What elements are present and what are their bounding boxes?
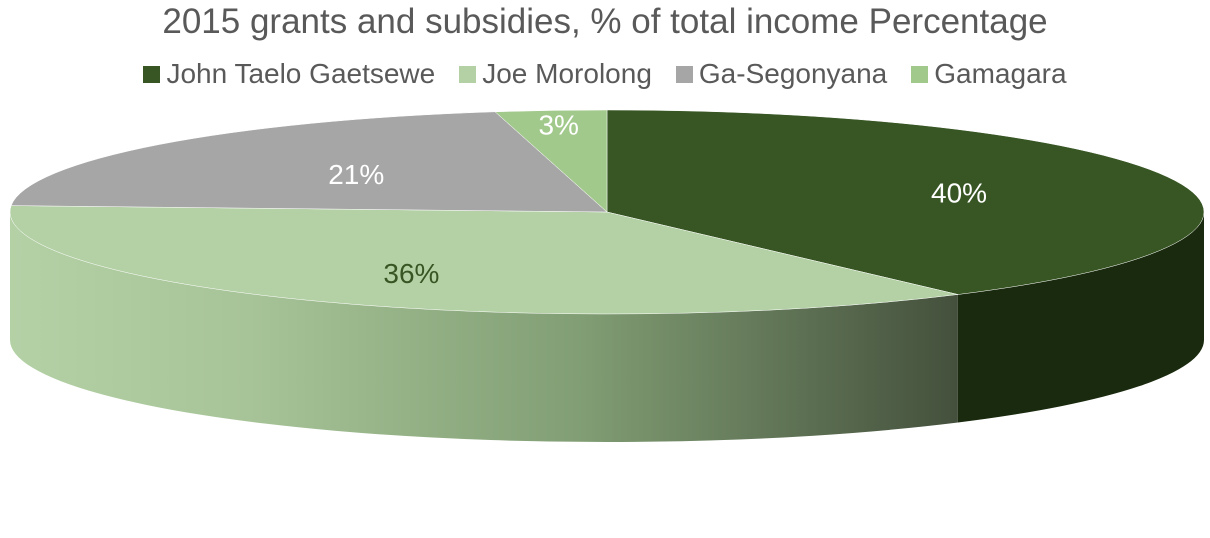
data-label-gamagara: 3%: [538, 110, 578, 141]
legend-item-ga-segonyana: Ga-Segonyana: [675, 58, 888, 90]
slice-john-taelo-gaetsewe: [606, 109, 1205, 295]
data-label-ga-segonyana: 21%: [328, 159, 384, 190]
legend-item-john-taelo-gaetsewe: John Taelo Gaetsewe: [143, 58, 435, 90]
data-label-joe-morolong: 36%: [383, 258, 439, 289]
legend-label: Ga-Segonyana: [698, 58, 888, 89]
legend-swatch: [459, 65, 477, 83]
chart-title: 2015 grants and subsidies, % of total in…: [162, 2, 1048, 41]
slice-joe-morolong: [9, 205, 958, 315]
legend-swatch: [143, 65, 161, 83]
legend-swatch: [911, 65, 929, 83]
pie-data-labels: 40% 36% 21% 3%: [328, 110, 987, 289]
legend-label: Joe Morolong: [482, 58, 652, 89]
pie-top-faces: [9, 109, 1205, 315]
slice-ga-segonyana: [10, 111, 608, 213]
legend-label: John Taelo Gaetsewe: [166, 58, 436, 89]
legend-item-gamagara: Gamagara: [911, 58, 1067, 90]
data-label-john-taelo-gaetsewe: 40%: [931, 177, 987, 208]
legend-item-joe-morolong: Joe Morolong: [459, 58, 652, 90]
pie-side-walls: [10, 212, 1204, 443]
slice-side-joe-morolong: [10, 212, 958, 443]
legend-swatch: [675, 65, 693, 83]
slice-side-john-taelo-gaetsewe: [957, 212, 1204, 423]
slice-gamagara: [494, 109, 608, 213]
legend: John Taelo Gaetsewe Joe Morolong Ga-Sego…: [0, 58, 1210, 90]
legend-label: Gamagara: [934, 58, 1067, 89]
